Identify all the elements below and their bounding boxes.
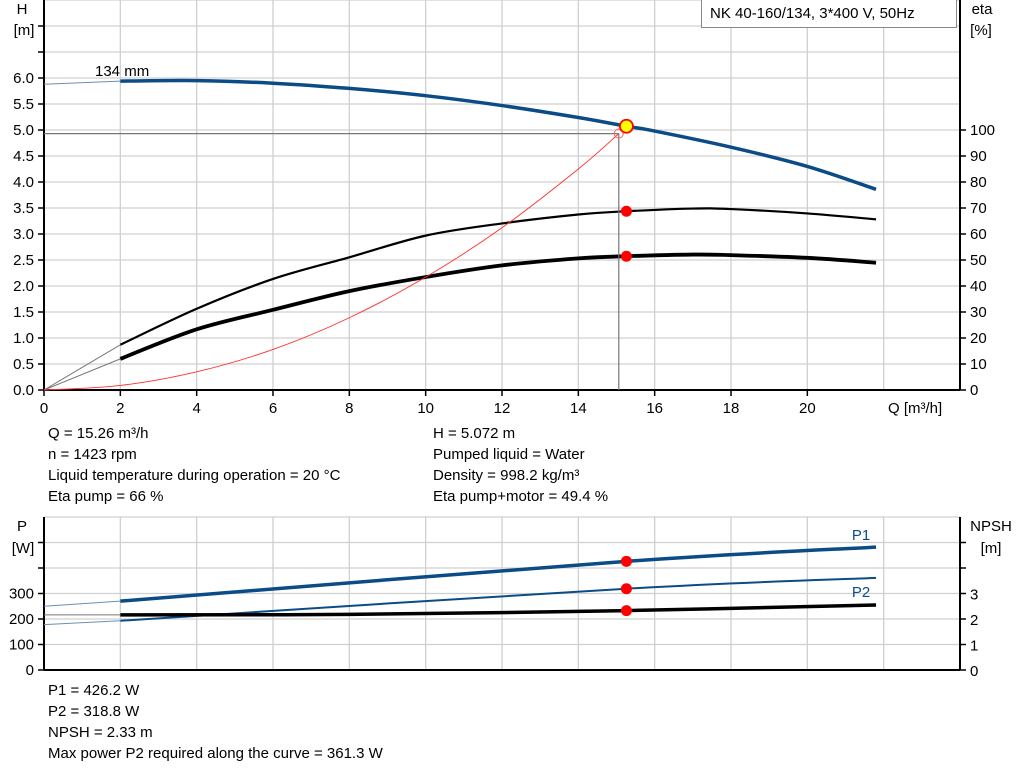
y-axis-unit-left: [W]: [12, 540, 35, 557]
y-tick-label-right: 20: [970, 330, 987, 347]
eta-pump-operating-marker: [620, 205, 632, 217]
y-axis-title-left: P: [17, 518, 27, 535]
y-tick-label-right: 80: [970, 174, 987, 191]
y-tick-label-right: 10: [970, 356, 987, 373]
y-tick-label-left: 1.5: [13, 304, 34, 321]
info-eta-pump: Eta pump = 66 %: [48, 488, 164, 505]
y-tick-label-right: 3: [970, 587, 978, 604]
x-tick-label: 6: [269, 400, 277, 417]
p2-extension: [43, 620, 121, 626]
y-tick-label-left: 2.5: [13, 252, 34, 269]
info-liquid: Pumped liquid = Water: [433, 446, 585, 463]
p1-operating-marker: [620, 555, 632, 567]
y-tick-label-right: 100: [970, 122, 995, 139]
x-tick-label: 18: [723, 400, 740, 417]
eta-pump-motor-curve: [119, 252, 877, 361]
x-tick-label: 14: [570, 400, 587, 417]
x-tick-label: 16: [646, 400, 663, 417]
y-tick-label-left: 6.0: [13, 70, 34, 87]
y-tick-label-left: 300: [9, 586, 34, 603]
y-axis-title-left: H: [17, 1, 28, 18]
info-p1: P1 = 426.2 W: [48, 682, 140, 699]
eta-pump-extension: [43, 344, 121, 391]
system-point-marker: [613, 128, 624, 139]
eta-pump-motor-extension: [43, 358, 121, 391]
eta-pump-motor-operating-marker: [620, 250, 632, 262]
y-tick-label-right: 50: [970, 252, 987, 269]
y-tick-label-left: 4.5: [13, 148, 34, 165]
y-tick-label-left: 5.5: [13, 96, 34, 113]
y-tick-label-left: 0.5: [13, 356, 34, 373]
x-tick-label: 2: [116, 400, 124, 417]
operating-info-right: H = 5.072 m Pumped liquid = Water Densit…: [433, 423, 608, 507]
y-tick-label-left: 5.0: [13, 122, 34, 139]
y-tick-label-left: 100: [9, 637, 34, 654]
info-npsh: NPSH = 2.33 m: [48, 724, 153, 741]
info-speed: n = 1423 rpm: [48, 446, 137, 463]
y-tick-label-right: 30: [970, 304, 987, 321]
operating-info-left: Q = 15.26 m³/h n = 1423 rpm Liquid tempe…: [48, 423, 340, 507]
curve-label-impeller: 134 mm: [95, 63, 149, 80]
y-tick-label-left: 0.0: [13, 382, 34, 399]
y-axis-title-right: eta: [972, 1, 994, 18]
y-tick-label-right: 2: [970, 612, 978, 629]
y-axis-unit-left: [m]: [14, 22, 35, 39]
info-eta-pump-motor: Eta pump+motor = 49.4 %: [433, 488, 609, 505]
x-tick-label: 0: [40, 400, 48, 417]
y-axis-unit-right: [m]: [981, 540, 1002, 557]
y-tick-label-right: 90: [970, 148, 987, 165]
y-tick-label-left: 200: [9, 611, 34, 628]
pump-title: NK 40-160/134, 3*400 V, 50Hz: [710, 5, 915, 22]
system-curve-curve: [43, 133, 620, 391]
x-tick-label: 10: [417, 400, 434, 417]
y-tick-label-left: 4.0: [13, 174, 34, 191]
p1-label: P1: [852, 527, 870, 544]
info-max-p2: Max power P2 required along the curve = …: [48, 745, 383, 762]
info-flow: Q = 15.26 m³/h: [48, 425, 149, 442]
info-head: H = 5.072 m: [433, 425, 516, 442]
y-tick-label-right: 60: [970, 226, 987, 243]
x-axis-title: Q [m³/h]: [888, 400, 942, 417]
y-axis-unit-right: [%]: [970, 22, 992, 39]
y-tick-label-left: 1.0: [13, 330, 34, 347]
head-curve: [120, 78, 877, 191]
npsh-curve: [120, 603, 877, 617]
y-axis-title-right: NPSH: [970, 518, 1012, 535]
info-p2: P2 = 318.8 W: [48, 703, 140, 720]
p1-extension: [43, 600, 121, 607]
y-tick-label-right: 0: [970, 663, 978, 680]
p2-operating-marker: [620, 583, 632, 595]
pump-title-box: NK 40-160/134, 3*400 V, 50Hz: [701, 0, 957, 28]
y-tick-label-left: 2.0: [13, 278, 34, 295]
y-tick-label-left: 3.0: [13, 226, 34, 243]
y-tick-label-left: 0: [26, 662, 34, 679]
operating-point-marker: [619, 118, 634, 134]
y-tick-label-right: 70: [970, 200, 987, 217]
x-tick-label: 4: [192, 400, 200, 417]
p2-label: P2: [852, 584, 870, 601]
x-tick-label: 12: [494, 400, 511, 417]
head-extension: [43, 80, 121, 85]
y-tick-label-left: 3.5: [13, 200, 34, 217]
x-tick-label: 20: [799, 400, 816, 417]
x-tick-label: 8: [345, 400, 353, 417]
eta-pump-curve: [119, 207, 877, 346]
info-temperature: Liquid temperature during operation = 20…: [48, 467, 341, 484]
y-tick-label-right: 40: [970, 278, 987, 295]
info-density: Density = 998.2 kg/m³: [433, 467, 580, 484]
y-tick-label-right: 1: [970, 638, 978, 655]
p1-curve: [120, 545, 877, 603]
power-info: P1 = 426.2 W P2 = 318.8 W NPSH = 2.33 m …: [48, 680, 383, 764]
npsh-operating-marker: [620, 605, 632, 617]
y-tick-label-right: 0: [970, 382, 978, 399]
